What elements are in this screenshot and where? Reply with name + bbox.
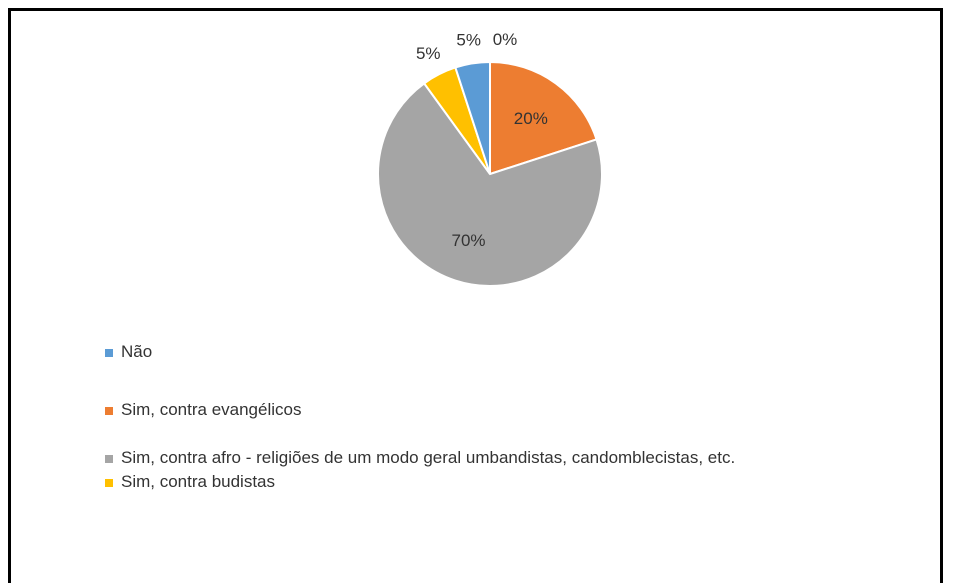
legend-item-evangelicos: Sim, contra evangélicos: [103, 398, 903, 422]
legend-swatch-evangelicos: [105, 407, 113, 415]
legend-item-afro-religioes: Sim, contra afro - religiões de um modo …: [103, 446, 901, 470]
legend-label-budistas: Sim, contra budistas: [121, 472, 276, 491]
legend-item-budistas: Sim, contra budistas: [103, 470, 903, 494]
legend-label-nao: Não: [121, 342, 153, 361]
slice-nao: [454, 60, 491, 175]
legend-swatch-budistas: [105, 479, 113, 487]
data-label-zero: 0%: [493, 30, 518, 49]
data-label-nao: 5%: [456, 31, 481, 50]
pie-chart: 20% 70% 5% 5% 0%: [377, 30, 603, 287]
data-label-evangelicos: 20%: [514, 109, 548, 128]
data-label-afro-religioes: 70%: [452, 231, 486, 250]
slice-afro-religioes: [377, 81, 603, 287]
legend-swatch-nao: [105, 349, 113, 357]
legend-label-afro-religioes: Sim, contra afro - religiões de um modo …: [121, 448, 736, 467]
legend-swatch-afro-religioes: [105, 455, 113, 463]
chart-legend: Não Sim, contra evangélicos Sim, contra …: [103, 340, 903, 494]
data-label-budistas: 5%: [416, 44, 441, 63]
legend-item-nao: Não: [103, 340, 903, 364]
legend-label-evangelicos: Sim, contra evangélicos: [121, 400, 302, 419]
slice-evangelicos: [489, 60, 598, 176]
